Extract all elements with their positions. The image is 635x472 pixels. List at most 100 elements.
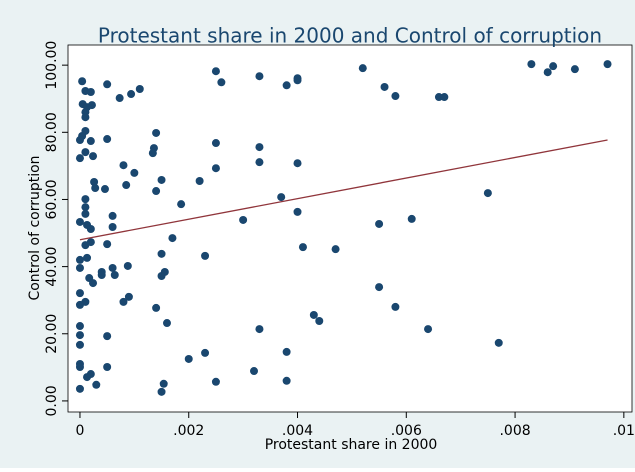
point [282,347,291,356]
point [494,338,503,347]
x-tick-label: .002 [173,423,204,439]
point [86,370,95,379]
point [380,82,389,91]
point [157,175,166,184]
point [527,60,536,69]
y-tick-label: 20.00 [44,314,60,354]
point [152,187,161,196]
point [122,181,131,190]
point [277,193,286,202]
x-tick-label: 0 [76,423,85,439]
point [81,148,90,157]
point [89,152,98,161]
y-tick-label: 40.00 [44,247,60,287]
point [130,168,139,177]
point [159,379,168,388]
point [177,200,186,209]
point [201,348,210,357]
point [75,154,84,163]
point [211,67,220,76]
point [75,363,84,372]
point [298,243,307,252]
point [108,222,117,231]
point [86,88,95,97]
point [75,217,84,226]
point [211,377,220,386]
plot-area [67,44,633,413]
point [75,300,84,309]
x-tick-label: .004 [282,423,313,439]
point [168,234,177,243]
point [152,303,161,312]
point [108,263,117,272]
x-tick-label: .006 [391,423,422,439]
point [103,135,112,144]
point [103,363,112,372]
point [424,325,433,334]
point [315,317,324,326]
point [97,271,106,280]
point [103,332,112,341]
point [75,384,84,393]
point [152,128,161,137]
point [123,261,132,270]
point [309,310,318,319]
point [127,90,136,99]
point [407,214,416,223]
point [103,240,112,249]
point [75,340,84,349]
point [440,93,449,102]
point [119,297,128,306]
point [75,263,84,272]
point [81,113,90,122]
point [162,319,171,328]
point [391,92,400,101]
point [255,72,264,81]
point [90,177,99,186]
point [124,292,133,301]
point [91,184,100,193]
point [75,289,84,298]
point [543,68,552,77]
point [358,64,367,73]
y-tick-label: 0.00 [44,385,60,416]
fit-line [79,139,608,241]
point [100,185,109,194]
x-tick-label: .01 [613,423,635,439]
point [375,219,384,228]
point [375,283,384,292]
point [293,159,302,168]
x-tick-label: .008 [499,423,530,439]
point [92,380,101,389]
point [211,139,220,148]
point [75,331,84,340]
point [255,158,264,167]
point [217,78,226,87]
point [157,272,166,281]
point [135,84,144,93]
y-axis-label: Control of corruption [27,155,43,300]
point [81,209,90,218]
point [239,215,248,224]
point [81,203,90,212]
point [110,271,119,280]
point [195,176,204,185]
point [83,253,92,262]
point [157,249,166,258]
point [331,245,340,254]
point [293,207,302,216]
point [282,81,291,90]
point [103,80,112,89]
point [108,211,117,220]
point [211,164,220,173]
point [75,255,84,264]
point [282,376,291,385]
point [86,238,95,247]
y-tick-label: 80.00 [44,112,60,152]
x-axis-label: Protestant share in 2000 [265,437,438,453]
point [78,77,87,86]
point [87,101,96,110]
point [391,302,400,311]
point [86,137,95,146]
y-tick-label: 60.00 [44,179,60,219]
